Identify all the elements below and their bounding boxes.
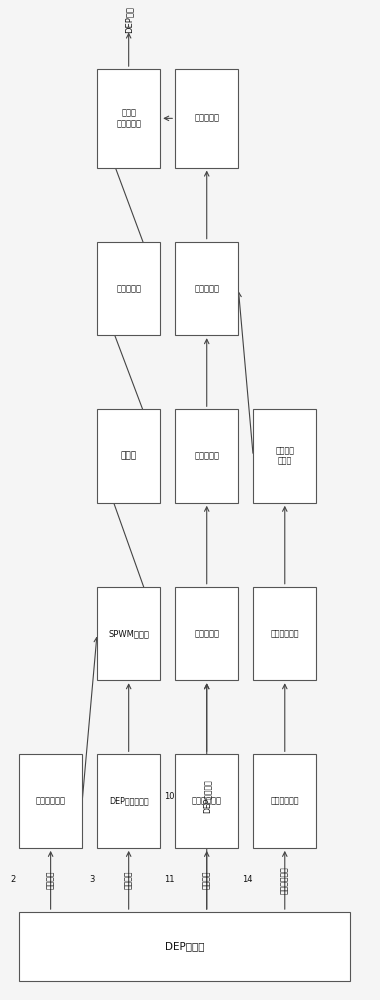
Text: DEP控制器: DEP控制器	[165, 942, 204, 952]
Text: 响应信号分频: 响应信号分频	[271, 629, 299, 638]
Text: 频率给定: 频率给定	[124, 871, 133, 889]
FancyBboxPatch shape	[175, 754, 238, 848]
Text: 11: 11	[164, 875, 175, 884]
FancyBboxPatch shape	[253, 409, 317, 503]
Text: 均值滤波器: 均值滤波器	[194, 629, 219, 638]
FancyBboxPatch shape	[97, 69, 160, 168]
FancyBboxPatch shape	[97, 587, 160, 680]
FancyBboxPatch shape	[97, 409, 160, 503]
Text: 自动稳幅电路: 自动稳幅电路	[192, 797, 222, 806]
FancyBboxPatch shape	[175, 242, 238, 335]
Text: 10: 10	[164, 792, 175, 801]
FancyBboxPatch shape	[19, 754, 82, 848]
Text: 3: 3	[89, 875, 94, 884]
Text: DEP幅值给定: DEP幅值给定	[202, 779, 211, 813]
FancyBboxPatch shape	[253, 754, 317, 848]
Text: 14: 14	[242, 875, 253, 884]
FancyBboxPatch shape	[175, 587, 238, 680]
Text: DEP输出: DEP输出	[124, 6, 133, 33]
Text: 反馈变压器: 反馈变压器	[194, 114, 219, 123]
Text: 2: 2	[11, 875, 16, 884]
FancyBboxPatch shape	[175, 69, 238, 168]
FancyBboxPatch shape	[97, 754, 160, 848]
Text: 正输出
升压放大器: 正输出 升压放大器	[116, 109, 141, 128]
Text: 检测脉冲
放大器: 检测脉冲 放大器	[275, 446, 294, 466]
Text: 驱动器: 驱动器	[120, 452, 137, 461]
Text: 检测信号采集: 检测信号采集	[280, 866, 289, 894]
Text: SPWM发生器: SPWM发生器	[108, 629, 149, 638]
Text: 信号混合器: 信号混合器	[116, 284, 141, 293]
FancyBboxPatch shape	[175, 409, 238, 503]
FancyBboxPatch shape	[97, 242, 160, 335]
Text: 信号分频器: 信号分频器	[194, 284, 219, 293]
FancyBboxPatch shape	[253, 587, 317, 680]
Text: 门控信号: 门控信号	[202, 871, 211, 889]
FancyBboxPatch shape	[19, 912, 350, 981]
Text: 检测脉冲: 检测脉冲	[46, 871, 55, 889]
Text: 响应信号放大: 响应信号放大	[271, 797, 299, 806]
Text: DEP信号发生器: DEP信号发生器	[109, 797, 149, 806]
Text: 检测脉冲驱动: 检测脉冲驱动	[36, 797, 66, 806]
Text: 峰值检波器: 峰值检波器	[194, 452, 219, 461]
